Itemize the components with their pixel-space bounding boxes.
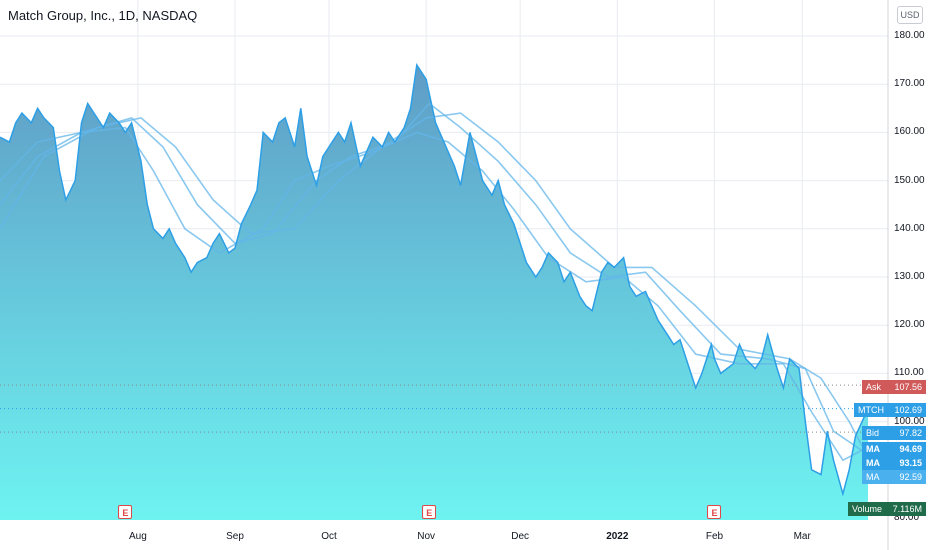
chart-title: Match Group, Inc., 1D, NASDAQ [8, 8, 198, 23]
earnings-marker[interactable]: E [118, 505, 133, 519]
ma1-label: MA [866, 444, 880, 454]
ask-label: Ask [866, 382, 882, 392]
y-tick-label: 140.00 [894, 222, 925, 234]
currency-button[interactable]: USD [897, 6, 923, 24]
volume-tag: Volume 7.116M [848, 502, 926, 516]
price-level-lines [0, 384, 888, 433]
price-area-fill [0, 64, 868, 521]
x-tick-label: Oct [321, 531, 337, 542]
moving-average-line-3 [0, 112, 869, 458]
y-tick-label: 110.00 [894, 367, 924, 379]
symbol-price-tag: MTCH 102.69 [854, 403, 926, 417]
volume-value: 7.116M [892, 504, 922, 514]
ma-tag-1: MA 94.69 [862, 442, 926, 456]
y-tick-label: 130.00 [894, 271, 925, 282]
price-line-group [0, 62, 869, 497]
x-tick-label: Dec [511, 531, 530, 542]
earnings-marker[interactable]: E [707, 505, 722, 519]
ma3-value: 92.59 [899, 472, 922, 482]
ma2-value: 93.15 [899, 458, 922, 468]
y-tick-label: 170.00 [894, 78, 925, 90]
ma1-value: 94.69 [899, 444, 922, 454]
x-tick-label: Aug [128, 531, 147, 542]
price-area [0, 64, 868, 521]
y-tick-label: 160.00 [894, 126, 925, 138]
x-tick-label: Nov [417, 531, 436, 542]
bid-price-tag: Bid 97.82 [862, 426, 926, 440]
ma-tag-2: MA 93.15 [862, 456, 926, 470]
y-tick-label: 80.00 [894, 512, 920, 523]
y-tick-label: 100.00 [894, 415, 925, 427]
moving-averages [0, 102, 869, 462]
bid-label: Bid [866, 428, 880, 438]
ask-value: 107.56 [894, 382, 922, 392]
price-line [0, 62, 869, 497]
x-tick-label: Sep [226, 531, 244, 542]
ma3-label: MA [866, 472, 880, 482]
ma-tag-3: MA 92.59 [862, 470, 926, 484]
moving-average-line-1 [0, 126, 869, 462]
y-tick-label: 120.00 [894, 319, 925, 331]
x-tick-label: 2022 [606, 531, 629, 542]
ma2-label: MA [866, 458, 880, 468]
x-tick-label: Mar [793, 531, 811, 542]
y-tick-label: 180.00 [894, 30, 925, 41]
earnings-marker[interactable]: E [422, 505, 437, 519]
volume-label: Volume [852, 504, 883, 514]
y-tick-label: 150.00 [894, 174, 925, 186]
symbol-value: 102.69 [894, 405, 922, 415]
symbol-label: MTCH [858, 405, 884, 415]
x-tick-label: Feb [705, 531, 724, 542]
ask-price-tag: Ask 107.56 [862, 380, 926, 394]
bid-value: 97.82 [899, 428, 922, 438]
